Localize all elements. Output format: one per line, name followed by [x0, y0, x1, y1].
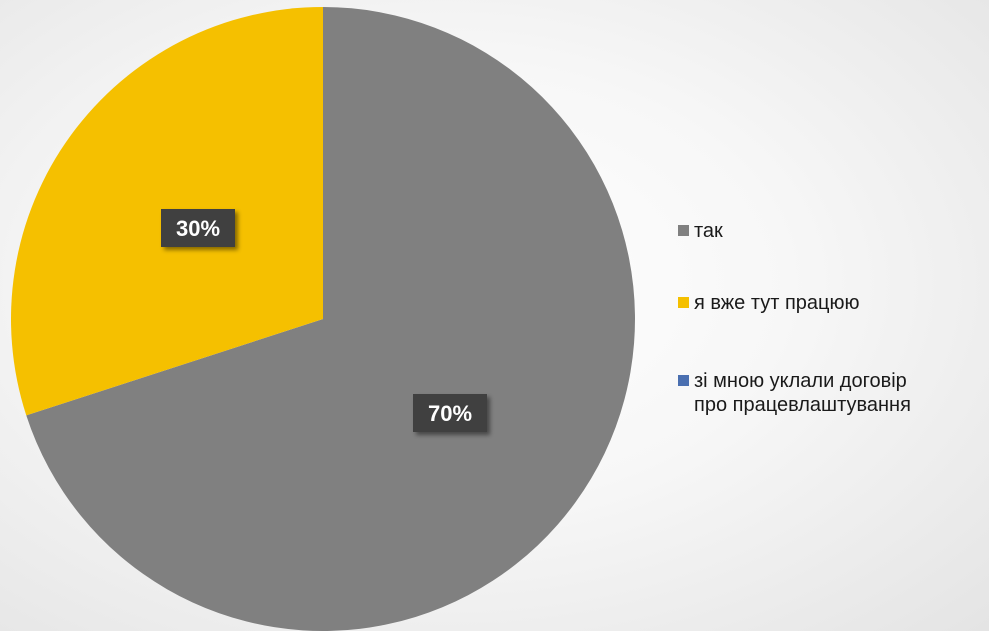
data-label-box-0	[413, 394, 487, 432]
legend-item-contract-signed: зі мною уклали договір про працевлаштуван…	[678, 369, 989, 417]
data-label-text-1: 30%	[176, 216, 220, 241]
data-label-box-1	[161, 209, 235, 247]
legend-label-contract-signed: зі мною уклали договір про працевлаштуван…	[694, 370, 911, 416]
legend-swatch-contract-signed	[678, 375, 689, 386]
pie-slice-0	[26, 7, 635, 631]
legend-swatch-tak	[678, 225, 689, 236]
data-label-text-0: 70%	[428, 401, 472, 426]
data-label-0: 70%	[413, 394, 487, 432]
legend-label-tak: так	[694, 220, 723, 242]
legend-swatch-already-working	[678, 297, 689, 308]
pie-slices	[10, 7, 635, 631]
legend-item-tak: так	[678, 219, 723, 243]
data-labels: 70% 30%	[161, 209, 487, 432]
data-label-1: 30%	[161, 209, 235, 247]
legend-item-already-working: я вже тут працюю	[678, 291, 859, 315]
legend-label-already-working: я вже тут працюю	[694, 292, 860, 314]
